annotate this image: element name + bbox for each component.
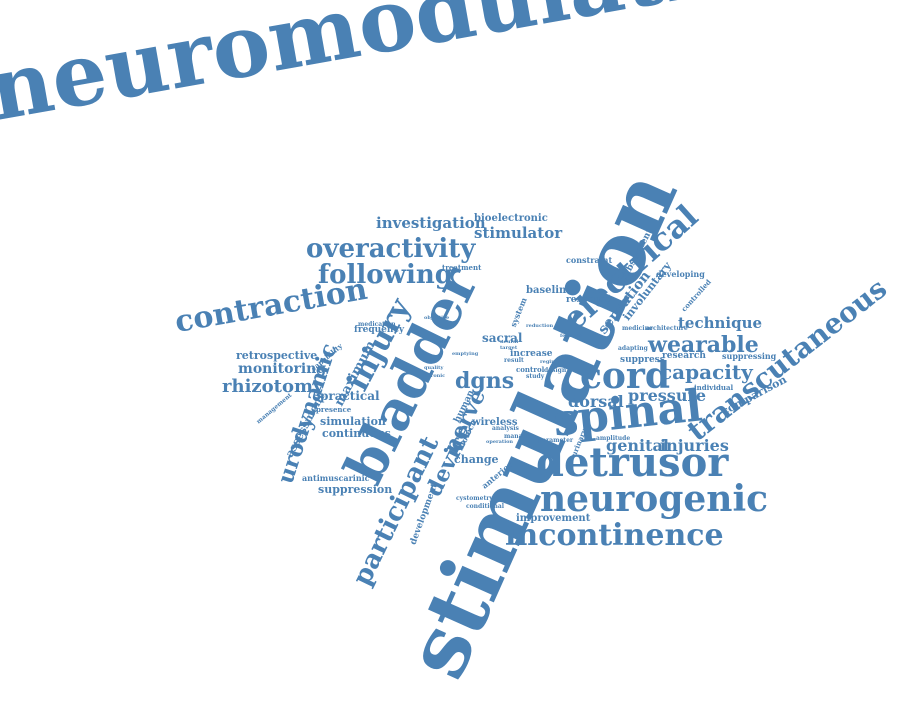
word-analysis: analysis xyxy=(492,425,519,432)
word-amplitude: amplitude xyxy=(596,435,631,442)
word-medication: medication xyxy=(358,321,396,328)
word-sacral: sacral xyxy=(482,331,523,345)
word-simulation: simulation xyxy=(320,415,386,428)
word-target: target xyxy=(500,345,518,351)
word-frequency: frequency xyxy=(354,325,405,335)
word-change: change xyxy=(454,453,499,466)
word-manage: manage xyxy=(504,433,531,440)
word-emptying: emptying xyxy=(452,351,479,357)
word-detrusor: detrusor xyxy=(536,439,729,486)
word-control: control xyxy=(516,365,545,374)
word-developing: developing xyxy=(656,269,705,279)
word-wearable: wearable xyxy=(648,332,759,358)
word-cord: cord xyxy=(580,355,671,397)
word-bioelectronic: bioelectronic xyxy=(474,213,548,224)
word-retrospective: retrospective xyxy=(236,349,318,362)
word-feasible: feasible xyxy=(560,333,582,339)
word-increase: increase xyxy=(510,349,553,359)
word-dorsal: dorsal xyxy=(568,392,624,411)
word-adapting: adapting xyxy=(618,345,648,352)
word-dgns: dgns xyxy=(455,368,515,394)
word-conditional: conditional xyxy=(466,503,505,510)
word-wireless: wireless xyxy=(472,417,518,428)
word-genital: genital xyxy=(606,436,669,455)
word-regime: regime xyxy=(540,359,560,365)
word-quality: quality xyxy=(424,365,444,371)
word-monitoring: monitoring xyxy=(238,361,327,377)
word-practical: practical xyxy=(320,389,380,403)
word-injuries: injuries xyxy=(660,436,729,455)
word-presence: presence xyxy=(316,405,352,414)
word-parameter: parameter xyxy=(538,437,574,444)
word-study: study xyxy=(526,373,545,380)
word-improvement: improvement xyxy=(516,513,591,524)
word-rhizotomy: rhizotomy xyxy=(222,376,324,397)
word-investigation: investigation xyxy=(376,214,486,232)
word-objective: objective xyxy=(424,315,450,321)
word-baseline: baseline xyxy=(526,285,573,296)
word-neurogenic: neurogenic xyxy=(540,478,769,520)
word-stimulator: stimulator xyxy=(474,224,563,242)
word-following: following xyxy=(318,260,453,290)
word-incontinence: incontinence xyxy=(505,518,724,553)
word-chronic: chronic xyxy=(424,373,446,379)
word-suppressing: suppressing xyxy=(722,351,777,361)
word-suppress: suppress xyxy=(620,355,665,365)
word-research: research xyxy=(662,351,706,361)
word-technique: technique xyxy=(678,314,763,332)
word-constraint: constraint xyxy=(566,255,613,265)
word-continuous: continuous xyxy=(322,427,391,440)
word-treatment: treatment xyxy=(442,263,482,272)
word-overactivity: overactivity xyxy=(306,234,476,264)
word-operation: operation xyxy=(486,439,514,445)
word-response: response xyxy=(566,295,612,305)
word-result: result xyxy=(504,357,524,364)
word-neuromodulation: neuromodulation xyxy=(0,0,821,141)
word-individual: individual xyxy=(694,383,734,392)
word-controlled: controlled xyxy=(679,277,713,314)
word-antimuscarinic: antimuscarinic xyxy=(302,473,370,483)
word-neural: neural xyxy=(500,339,519,345)
word-cystometry: cystometry xyxy=(456,495,493,502)
word-pressure: pressure xyxy=(628,386,707,405)
word-capacity: capacity xyxy=(660,360,753,384)
word-architecture: architecture xyxy=(646,325,688,332)
word-suppression: suppression xyxy=(318,483,393,496)
word-reduction: reduction xyxy=(526,323,554,329)
word-design: design xyxy=(544,367,567,374)
word-medicine: medicine xyxy=(622,325,653,332)
